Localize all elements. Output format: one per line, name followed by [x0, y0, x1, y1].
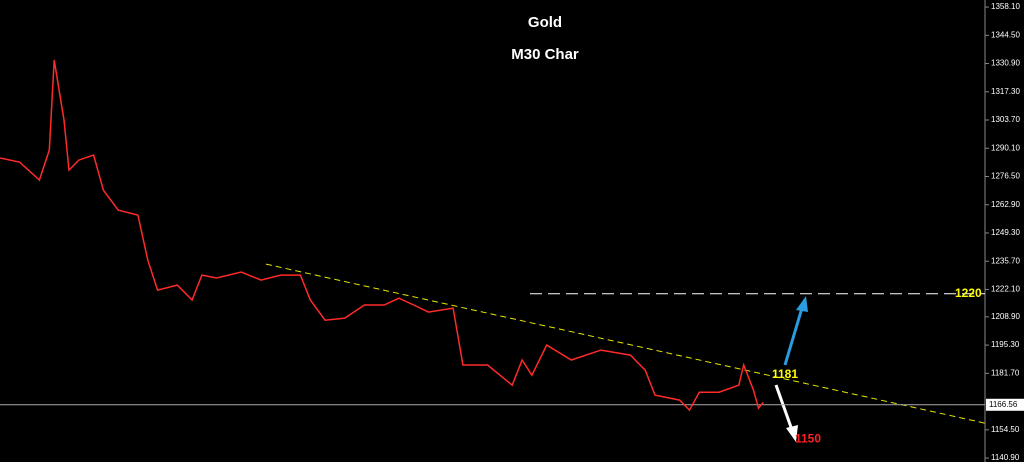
y-tick-label: 1317.30: [991, 87, 1020, 96]
y-tick-label: 1303.70: [991, 115, 1020, 124]
chart-title: Gold: [528, 14, 562, 31]
annotation: 1150: [795, 431, 821, 445]
up-arrow: [783, 307, 804, 366]
chart-subtitle: M30 Char: [511, 46, 579, 63]
y-tick-label: 1181.70: [991, 368, 1020, 377]
y-tick-label: 1249.30: [991, 228, 1020, 237]
up-arrow-head: [796, 296, 808, 312]
y-tick-label: 1276.50: [991, 172, 1020, 181]
y-tick-label: 1290.10: [991, 143, 1020, 152]
price-line: [0, 59, 764, 412]
y-tick-label: 1358.10: [991, 2, 1020, 11]
y-tick-label: 1330.90: [991, 59, 1020, 68]
y-tick-label: 1262.90: [991, 200, 1020, 209]
down-arrow-head: [786, 425, 798, 442]
y-tick-label: 1235.70: [991, 256, 1020, 265]
y-tick-label: 1208.90: [991, 312, 1020, 321]
annotation: 1220: [955, 286, 982, 300]
annotation: 1181: [772, 367, 798, 381]
current-price-box: [986, 398, 1024, 411]
arrows: [774, 296, 808, 442]
y-tick-label: 1344.50: [991, 30, 1020, 39]
y-tick-label: 1222.10: [991, 285, 1020, 294]
y-tick-label: 1154.50: [991, 425, 1020, 434]
current-price-label: 1166.56: [989, 400, 1018, 409]
trendline: [265, 263, 986, 424]
y-tick-label: 1140.90: [991, 453, 1020, 462]
down-arrow: [774, 384, 794, 431]
y-tick-label: 1195.30: [991, 340, 1020, 349]
